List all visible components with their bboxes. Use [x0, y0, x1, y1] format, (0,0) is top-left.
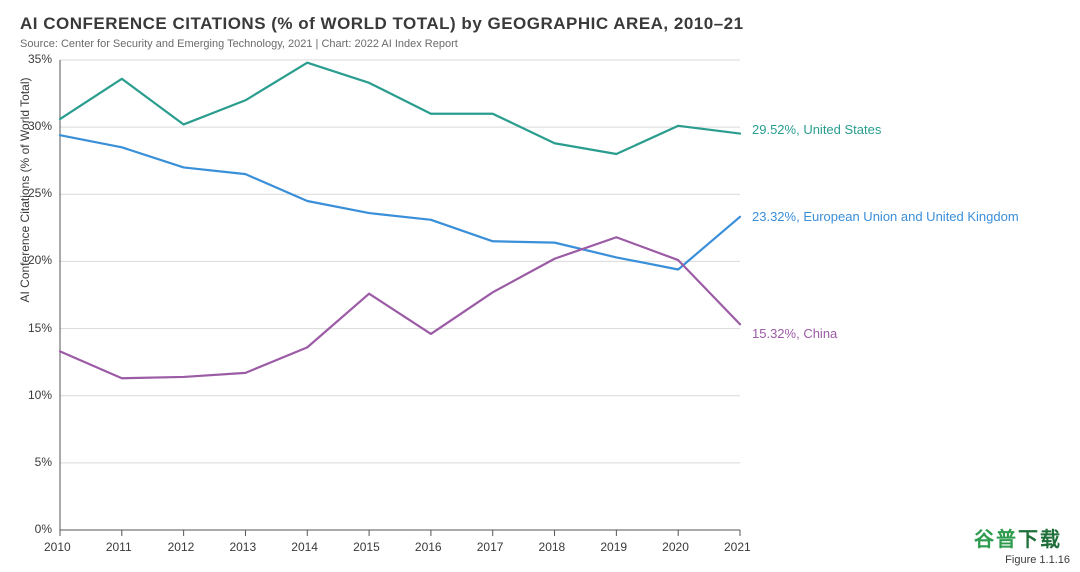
x-tick-label: 2014: [291, 540, 318, 554]
watermark-part1: 谷普: [974, 529, 1018, 551]
y-tick-label: 30%: [28, 119, 52, 133]
x-tick-label: 2010: [44, 540, 71, 554]
x-tick-label: 2015: [353, 540, 380, 554]
x-tick-label: 2013: [229, 540, 256, 554]
x-tick-label: 2019: [600, 540, 627, 554]
x-tick-label: 2016: [415, 540, 442, 554]
y-tick-label: 0%: [35, 522, 52, 536]
x-tick-label: 2012: [168, 540, 195, 554]
series-end-label: 15.32%, China: [752, 326, 837, 341]
plot-area: [0, 0, 1080, 572]
y-tick-label: 35%: [28, 52, 52, 66]
y-tick-label: 25%: [28, 186, 52, 200]
y-tick-label: 5%: [35, 455, 52, 469]
figure-label: Figure 1.1.16: [1005, 554, 1070, 566]
chart-container: AI CONFERENCE CITATIONS (% of WORLD TOTA…: [0, 0, 1080, 572]
y-tick-label: 10%: [28, 388, 52, 402]
series-line: [60, 237, 740, 378]
watermark: 谷普下载: [974, 523, 1062, 552]
watermark-part2: 下载: [1018, 529, 1062, 551]
series-end-label: 29.52%, United States: [752, 122, 881, 137]
x-tick-label: 2017: [477, 540, 504, 554]
y-tick-label: 20%: [28, 253, 52, 267]
series-line: [60, 63, 740, 154]
x-tick-label: 2018: [539, 540, 566, 554]
y-tick-label: 15%: [28, 321, 52, 335]
x-tick-label: 2021: [724, 540, 751, 554]
series-line: [60, 135, 740, 269]
x-tick-label: 2011: [106, 540, 132, 554]
x-tick-label: 2020: [662, 540, 689, 554]
series-end-label: 23.32%, European Union and United Kingdo…: [752, 209, 1019, 224]
